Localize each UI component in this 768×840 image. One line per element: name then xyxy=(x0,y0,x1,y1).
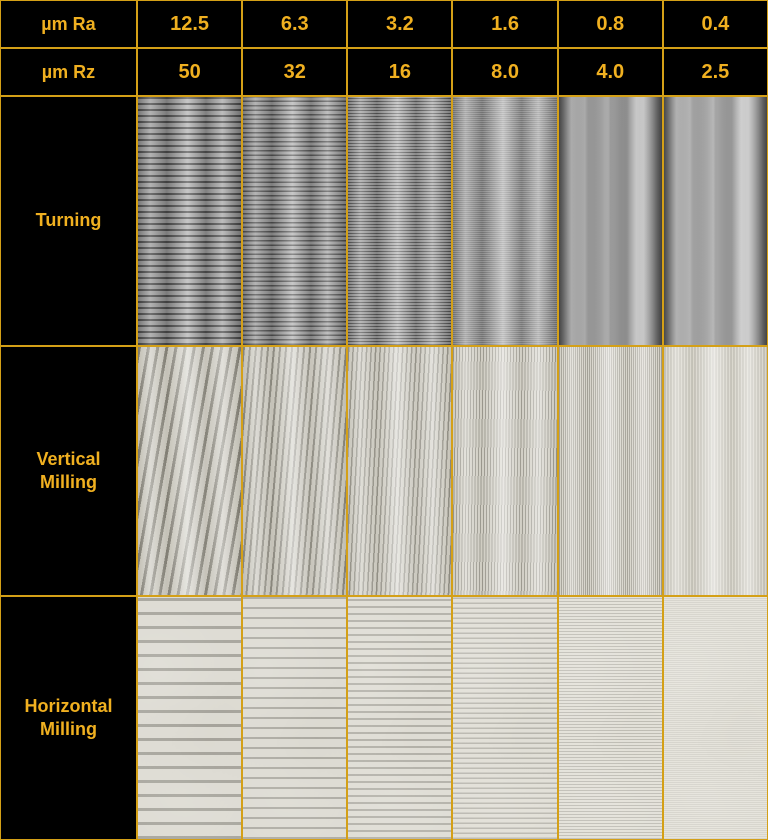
rz-value-0: 50 xyxy=(137,48,242,96)
sample-vmill-3 xyxy=(452,346,557,596)
sample-vmill-0 xyxy=(137,346,242,596)
sample-vmill-5 xyxy=(663,346,768,596)
rz-value-5: 2.5 xyxy=(663,48,768,96)
ra-value-5: 0.4 xyxy=(663,0,768,48)
sample-turning-3 xyxy=(452,96,557,346)
ra-value-0: 12.5 xyxy=(137,0,242,48)
ra-value-1: 6.3 xyxy=(242,0,347,48)
sample-vmill-2 xyxy=(347,346,452,596)
row-label-turning: Turning xyxy=(0,96,137,346)
sample-hmill-3 xyxy=(452,596,557,840)
ra-value-3: 1.6 xyxy=(452,0,557,48)
ra-value-2: 3.2 xyxy=(347,0,452,48)
sample-turning-2 xyxy=(347,96,452,346)
sample-turning-4 xyxy=(558,96,663,346)
rz-value-2: 16 xyxy=(347,48,452,96)
row-label-horizontal-milling: HorizontalMilling xyxy=(0,596,137,840)
sample-vmill-4 xyxy=(558,346,663,596)
rz-value-4: 4.0 xyxy=(558,48,663,96)
sample-hmill-1 xyxy=(242,596,347,840)
row-label-vertical-milling: VerticalMilling xyxy=(0,346,137,596)
sample-turning-5 xyxy=(663,96,768,346)
sample-vmill-1 xyxy=(242,346,347,596)
sample-hmill-0 xyxy=(137,596,242,840)
rz-value-1: 32 xyxy=(242,48,347,96)
ra-value-4: 0.8 xyxy=(558,0,663,48)
header-rz-label: µm Rz xyxy=(0,48,137,96)
rz-value-3: 8.0 xyxy=(452,48,557,96)
roughness-comparison-table: µm Ra 12.5 6.3 3.2 1.6 0.8 0.4 µm Rz 50 … xyxy=(0,0,768,840)
sample-hmill-2 xyxy=(347,596,452,840)
sample-turning-1 xyxy=(242,96,347,346)
sample-turning-0 xyxy=(137,96,242,346)
header-ra-label: µm Ra xyxy=(0,0,137,48)
sample-hmill-5 xyxy=(663,596,768,840)
sample-hmill-4 xyxy=(558,596,663,840)
